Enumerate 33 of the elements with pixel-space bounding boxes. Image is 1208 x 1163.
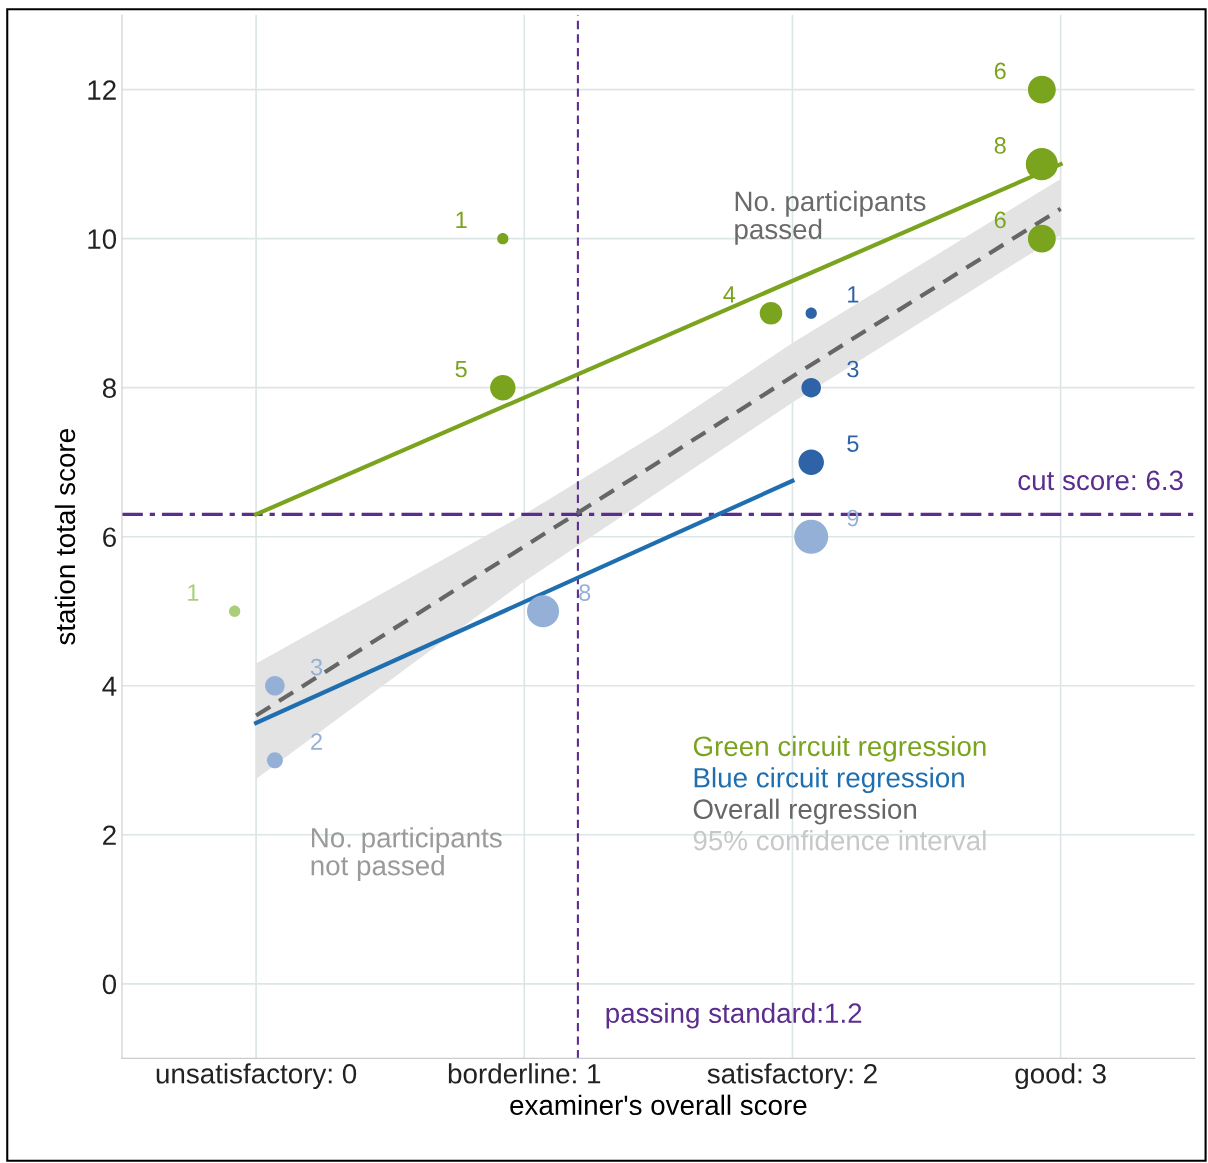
text: Blue circuit regression	[694, 767, 964, 794]
y-tick-label: 10	[88, 229, 117, 249]
text: Green circuit regression	[693, 735, 986, 762]
y-tick-label: 12	[88, 80, 116, 100]
ref-line-label: cut score: 6.3	[1018, 470, 1183, 491]
annotation: 5	[455, 360, 467, 378]
annotation: 6	[994, 62, 1006, 80]
annotation: 3	[310, 658, 323, 676]
annotation: 1	[188, 584, 199, 601]
y-axis-title: station total score	[54, 429, 76, 645]
x-tick-label: unsatisfactory: 0	[156, 1063, 357, 1090]
annotation: 3	[847, 360, 859, 378]
annotation: 4	[723, 286, 736, 303]
y-tick-label: 0	[102, 974, 117, 995]
ref-line-label: passing standard:1.2	[606, 1002, 862, 1029]
x-tick-label: satisfactory: 2	[707, 1063, 877, 1090]
y-tick-label: 2	[103, 825, 116, 845]
y-tick-label: 6	[103, 527, 116, 548]
annotation: 2	[311, 733, 322, 750]
annotation: 6	[994, 211, 1006, 229]
x-tick-label: good: 3	[1015, 1063, 1106, 1090]
y-tick-label: 8	[102, 378, 116, 399]
annotation: 1	[848, 286, 859, 303]
annotation: 8	[579, 584, 591, 601]
annotation: No. participants not passed	[311, 827, 502, 881]
annotation: 1	[456, 211, 467, 229]
annotation: 5	[847, 435, 859, 452]
annotation: 8	[994, 137, 1006, 154]
x-axis-title: examiner's overall score	[510, 1094, 807, 1116]
y-tick-label: 4	[102, 676, 117, 696]
x-tick-label: borderline: 1	[448, 1063, 601, 1084]
text: Overall regression	[693, 798, 917, 825]
annotation: No. participants passed	[735, 190, 926, 245]
